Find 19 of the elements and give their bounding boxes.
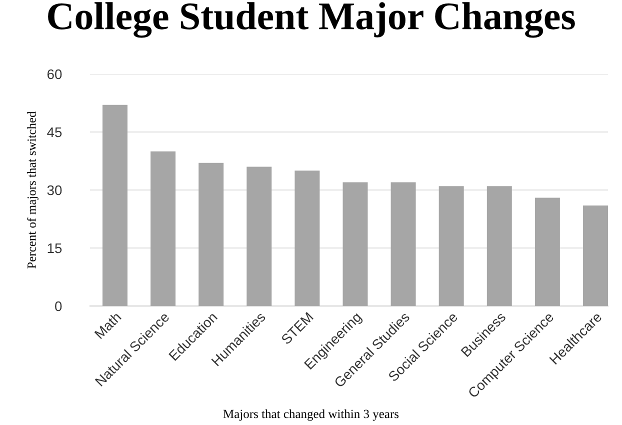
bar: [342, 182, 368, 306]
bar: [246, 166, 272, 306]
y-axis-title: Percent of majors that switched: [26, 111, 38, 268]
bar: [294, 170, 320, 306]
y-tick-label: 60: [47, 69, 62, 80]
bar: [102, 104, 128, 306]
bar: [150, 151, 176, 306]
y-tick-label: 15: [48, 243, 62, 254]
bar: [486, 186, 512, 306]
y-tick-label: 30: [47, 185, 62, 196]
bar: [438, 186, 464, 306]
bar: [534, 198, 560, 306]
chart-title: College Student Major Changes: [48, 2, 575, 38]
bar: [583, 205, 608, 306]
y-tick-label: 0: [55, 301, 62, 312]
bar: [198, 162, 224, 306]
bar: [390, 182, 416, 306]
y-tick-label: 45: [47, 127, 62, 138]
x-axis-title: Majors that changed within 3 years: [223, 409, 399, 421]
